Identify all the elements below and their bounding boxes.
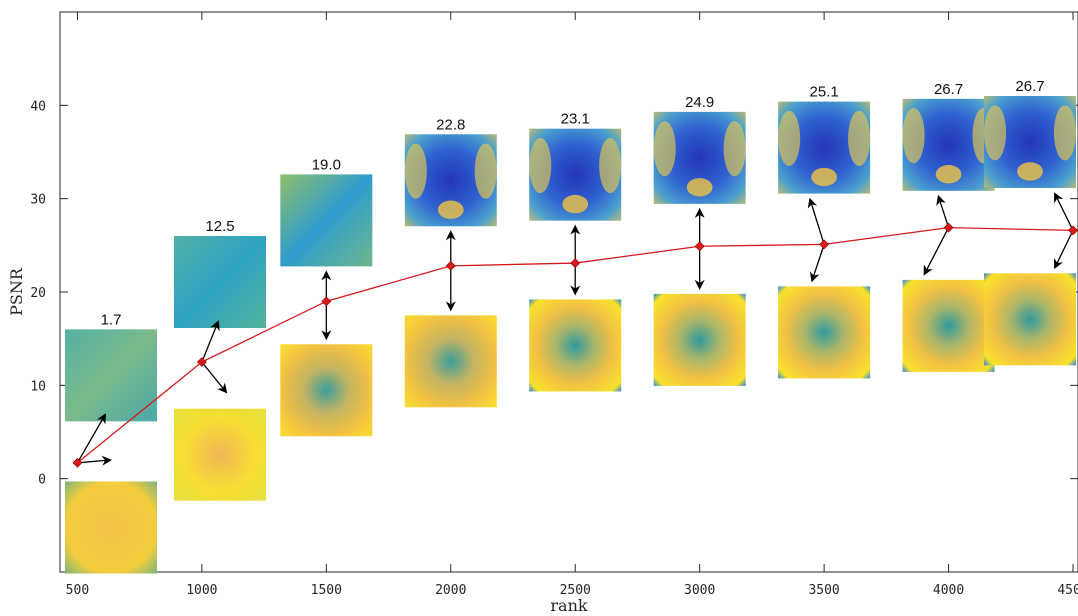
thumbnail-arrows [76, 192, 1074, 466]
thumbnail-highlight [723, 121, 746, 177]
psnr-value-label: 1.7 [101, 311, 122, 328]
psnr-value-label: 24.9 [685, 94, 714, 111]
arrow-to-reconstruction [936, 194, 950, 228]
thumbnail-highlight [902, 108, 925, 164]
psnr-point [819, 239, 830, 250]
thumbnail-highlight [562, 194, 589, 214]
psnr-value-label: 26.7 [934, 81, 963, 98]
thumbnail-highlight [437, 200, 464, 219]
psnr-point [943, 222, 954, 233]
arrow-to-error-map [923, 227, 950, 276]
y-tick-label: 0 [38, 473, 46, 488]
arrow-to-error-map [201, 361, 228, 394]
reconstruction-thumbnail [174, 236, 266, 328]
x-tick-label: 2000 [435, 583, 466, 598]
psnr-point [570, 258, 581, 268]
arrow-to-reconstruction [201, 320, 220, 363]
thumbnail-highlight [653, 121, 676, 177]
y-tick-label: 30 [30, 193, 46, 208]
error-map-thumbnail [65, 481, 157, 574]
arrow-to-reconstruction [807, 197, 825, 245]
thumbnail-highlight [599, 137, 622, 194]
psnr-value-label: 12.5 [205, 218, 234, 235]
arrow-to-error-map [809, 244, 825, 283]
error-map-thumbnail [404, 315, 497, 408]
psnr-value-label: 22.8 [436, 116, 465, 133]
x-tick-label: 3500 [808, 583, 839, 598]
reconstruction-thumbnail [280, 174, 373, 267]
x-tick-label: 4000 [933, 583, 964, 598]
psnr-point [1068, 225, 1078, 236]
error-map-thumbnail [902, 279, 995, 372]
y-axis-label: PSNR [7, 267, 26, 316]
error-map-thumbnail [529, 299, 622, 392]
arrow-to-reconstruction [1054, 192, 1074, 231]
arrow-to-error-map [77, 455, 112, 466]
psnr-point [196, 357, 207, 367]
arrow-to-error-map [1054, 230, 1074, 270]
error-map-thumbnail [653, 293, 746, 386]
psnr-value-label: 23.1 [561, 111, 590, 128]
thumbnail-highlight [778, 110, 801, 166]
thumbnail-highlight [474, 143, 497, 199]
psnr-series [72, 222, 1078, 468]
psnr-point [694, 241, 705, 252]
x-tick-label: 1500 [311, 583, 342, 598]
error-map-thumbnail [778, 286, 871, 379]
x-tick-label: 1000 [186, 583, 217, 598]
x-tick-label: 500 [66, 583, 89, 598]
thumbnail-highlight [1017, 162, 1043, 181]
x-axis-label: rank [550, 596, 587, 615]
thumbnail-highlight [935, 165, 962, 184]
x-tick-label: 2500 [560, 583, 591, 598]
thumbnail-highlight [529, 137, 552, 194]
psnr-value-label: 19.0 [312, 156, 341, 173]
y-tick-label: 20 [30, 286, 46, 301]
thumbnail-highlight [686, 178, 713, 197]
y-tick-label: 40 [30, 99, 46, 114]
psnr-point [445, 260, 456, 271]
error-map-thumbnail [984, 273, 1076, 366]
psnr-value-label: 26.7 [1015, 78, 1044, 95]
psnr-point [72, 457, 83, 468]
arrow-to-reconstruction [76, 413, 106, 464]
psnr-value-label: 25.1 [810, 84, 839, 101]
thumbnail-highlight [1053, 105, 1076, 161]
value-labels: 1.7 12.5 19.0 22.8 23.1 24.9 25.1 26.7 26.7 [101, 78, 1045, 328]
x-tick-label: 3000 [684, 583, 715, 598]
psnr-point [321, 296, 332, 307]
y-tick-label: 10 [30, 379, 46, 394]
thumbnail-highlight [404, 143, 427, 199]
error-map-thumbnail [174, 408, 266, 501]
error-map-thumbnail [280, 344, 373, 437]
thumbnail-highlight [848, 110, 871, 166]
thumbnail-highlight [811, 167, 838, 187]
thumbnail-highlight [984, 105, 1007, 161]
reconstruction-thumbnail [65, 329, 157, 422]
thumbnail-images [65, 96, 1076, 574]
